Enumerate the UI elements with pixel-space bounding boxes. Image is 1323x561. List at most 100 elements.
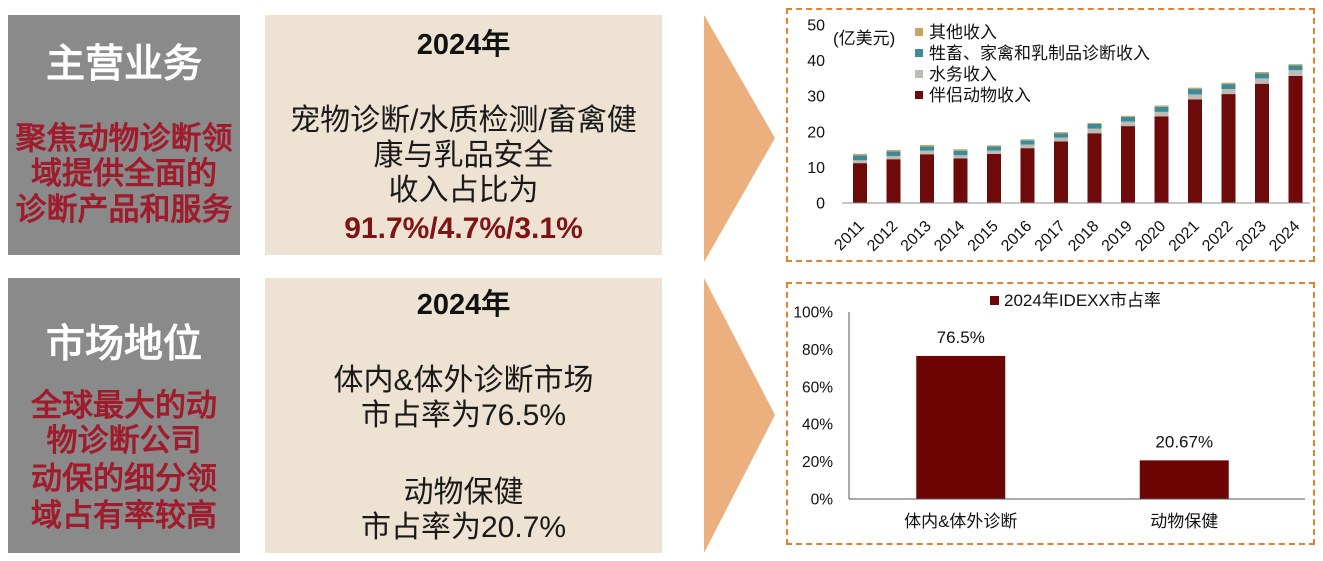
bar-livestock-poultry-dairy-2024 <box>1288 65 1303 71</box>
info-detail-line: 宠物诊断/水质检测/畜禽健 <box>290 103 637 137</box>
x-tick-label: 2020 <box>1132 218 1169 255</box>
panel-description-line: 聚焦动物诊断领 <box>15 120 233 156</box>
bar-water-2015 <box>987 150 1001 154</box>
bar-water-2018 <box>1087 128 1102 134</box>
bar-other-2011 <box>853 153 867 156</box>
x-tick-label: 2023 <box>1233 218 1270 255</box>
y-tick-label: 30 <box>807 89 825 106</box>
revenue-chart-svg: 0102030405020112012201320142015201620172… <box>807 18 1310 255</box>
bar-water-2017 <box>1054 137 1068 142</box>
main-business-label-panel: 主营业务 聚焦动物诊断领 域提供全面的 诊断产品和服务 <box>8 15 240 255</box>
y-tick-label: 40% <box>802 417 833 434</box>
y-tick-label: 20 <box>807 124 825 141</box>
bar-companion-animal-2019 <box>1121 126 1135 203</box>
panel-description-line: 动保的细分领 <box>31 460 217 496</box>
bar-companion-animal-2023 <box>1255 83 1269 203</box>
bar-livestock-poultry-dairy-2014 <box>953 150 968 156</box>
legend-label: 2024年IDEXX市占率 <box>1004 291 1161 310</box>
panel-description-line: 物诊断公司 <box>46 422 202 458</box>
bar-livestock-poultry-dairy-2013 <box>920 146 934 151</box>
info-detail-line: 康与乳品安全 <box>373 138 554 172</box>
info-detail-line: 市占率为20.7% <box>360 510 567 544</box>
bar-water-2021 <box>1188 94 1202 100</box>
bar-other-2017 <box>1054 132 1068 134</box>
info-detail-line: 动物保健 <box>403 475 524 509</box>
market-position-label-panel: 市场地位 全球最大的动 物诊断公司 动保的细分领 域占有率较高 <box>8 278 240 553</box>
bar-water-2019 <box>1121 121 1135 127</box>
y-tick-label: 0% <box>811 492 834 509</box>
bar-companion-animal-2012 <box>886 159 901 203</box>
market-share-chart: 0% 20% 40% 60% 80% 100% 76.5% 体内&体外诊断 20.67% 动物保健… <box>786 282 1315 545</box>
chart-frame <box>786 8 1315 262</box>
legend-label-livestock-poultry-dairy: 牲畜、家禽和乳制品诊断收入 <box>929 44 1150 63</box>
bar-water-2011 <box>853 160 867 164</box>
bar-livestock-poultry-dairy-2016 <box>1020 140 1035 145</box>
arrow-right-icon <box>704 278 775 553</box>
bar-companion-animal-2013 <box>920 154 934 203</box>
panel-description-line: 域占有率较高 <box>31 497 217 533</box>
x-tick-label: 2013 <box>898 218 935 255</box>
bar-water-2022 <box>1221 89 1236 95</box>
panel-title: 主营业务 <box>45 43 202 86</box>
bar-livestock-poultry-dairy-2018 <box>1087 123 1102 129</box>
x-tick-label: 2015 <box>965 218 1002 255</box>
bar-other-2022 <box>1221 82 1236 85</box>
bar-companion-animal-2022 <box>1221 94 1236 203</box>
bar-other-2015 <box>987 145 1001 147</box>
bar-companion-animal-2021 <box>1188 99 1202 203</box>
y-tick-label: 100% <box>793 305 833 322</box>
legend-swatch-companion-animal <box>915 91 923 99</box>
bar-water-2013 <box>920 150 934 155</box>
market-share-chart-svg: 0% 20% 40% 60% 80% 100% 76.5% 体内&体外诊断 20.67% 动物保健… <box>793 291 1305 531</box>
bar-other-2013 <box>920 144 934 147</box>
bar-in-vivo-in-vitro-diagnostics <box>916 355 1006 499</box>
bar-other-2021 <box>1188 87 1202 90</box>
bar-other-2019 <box>1121 115 1135 117</box>
bar-companion-animal-2015 <box>987 153 1001 203</box>
info-year-heading: 2024年 <box>416 289 511 321</box>
bar-other-2014 <box>953 149 968 151</box>
x-tick-label: 2021 <box>1166 218 1203 255</box>
bar-livestock-poultry-dairy-2017 <box>1054 133 1068 138</box>
y-tick-label: 10 <box>807 160 825 177</box>
bar-livestock-poultry-dairy-2011 <box>853 155 867 161</box>
x-tick-label: 2018 <box>1065 218 1102 255</box>
legend-swatch-water <box>915 70 923 78</box>
info-year-heading: 2024年 <box>416 29 511 61</box>
bar-water-2024 <box>1288 70 1303 76</box>
info-detail-line: 体内&体外诊断市场 <box>333 363 594 397</box>
bar-livestock-poultry-dairy-2019 <box>1121 116 1135 122</box>
bar-animal-health <box>1139 460 1229 499</box>
bar-livestock-poultry-dairy-2022 <box>1221 84 1236 90</box>
bar-companion-animal-2016 <box>1020 148 1035 203</box>
bar-companion-animal-2024 <box>1288 75 1303 203</box>
y-tick-label: 40 <box>807 53 825 70</box>
info-detail-line: 市占率为76.5% <box>360 398 567 432</box>
x-category-label: 动物保健 <box>1150 512 1218 531</box>
bar-companion-animal-2011 <box>853 163 867 203</box>
x-tick-label: 2024 <box>1266 218 1303 255</box>
bar-other-2020 <box>1154 105 1169 107</box>
x-tick-label: 2012 <box>864 218 901 255</box>
revenue-chart: 0 10 20 30 40 50 2011 2012 2013 2014 2015 2016 2017 2… <box>786 8 1315 262</box>
y-tick-label: 60% <box>802 379 833 396</box>
bar-livestock-poultry-dairy-2012 <box>886 151 901 157</box>
legend-swatch-other <box>915 28 923 36</box>
bar-companion-animal-2014 <box>953 158 968 203</box>
x-tick-label: 2017 <box>1032 218 1069 255</box>
arrow-shape <box>704 278 775 553</box>
legend-label-other: 其他收入 <box>929 23 997 42</box>
data-label: 20.67% <box>1155 432 1213 451</box>
panel-title: 市场地位 <box>45 323 202 366</box>
y-tick-label: 80% <box>802 342 833 359</box>
bar-other-2024 <box>1288 64 1303 66</box>
bar-other-2016 <box>1020 139 1035 141</box>
bar-livestock-poultry-dairy-2020 <box>1154 106 1169 112</box>
data-label: 76.5% <box>937 328 985 347</box>
panel-description-line: 全球最大的动 <box>31 387 217 423</box>
bar-other-2012 <box>886 149 901 152</box>
bar-water-2014 <box>953 155 968 159</box>
bar-water-2016 <box>1020 144 1035 149</box>
legend-label-water: 水务收入 <box>929 65 997 84</box>
legend-swatch-livestock-poultry-dairy <box>915 49 923 57</box>
